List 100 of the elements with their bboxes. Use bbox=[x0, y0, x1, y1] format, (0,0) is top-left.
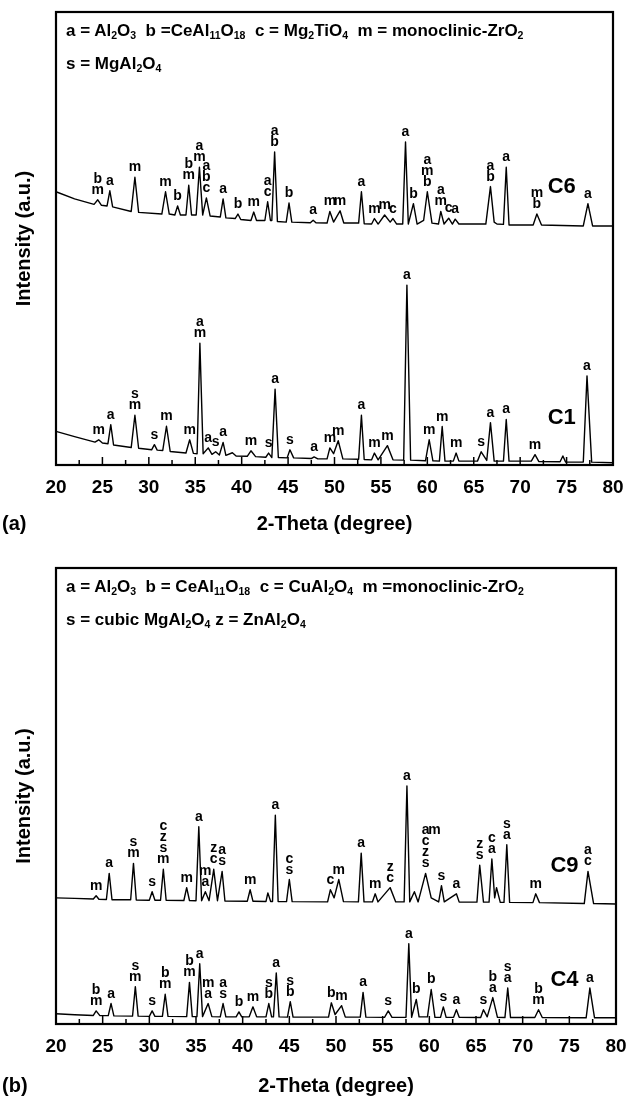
x-tick-label: 75 bbox=[558, 1035, 581, 1056]
annotation: s bbox=[437, 866, 446, 883]
annotation: a bbox=[401, 123, 410, 139]
x-tick-label: 80 bbox=[602, 476, 624, 497]
annotation: a bbox=[584, 841, 593, 858]
annotation: s bbox=[479, 990, 488, 1007]
annotation: m bbox=[422, 420, 436, 437]
annotation: a bbox=[107, 984, 116, 1001]
x-tick-label: 55 bbox=[372, 1035, 394, 1056]
annotation: m bbox=[528, 435, 542, 452]
x-tick-label: 70 bbox=[512, 1035, 534, 1056]
x-tick-label: 70 bbox=[509, 476, 531, 497]
annotation: a bbox=[436, 181, 445, 198]
annotation: b bbox=[234, 992, 244, 1009]
annotation: s bbox=[150, 425, 159, 442]
annotation: s bbox=[503, 958, 512, 975]
annotation: a bbox=[219, 179, 228, 196]
annotation: b bbox=[233, 195, 243, 212]
x-tick-label: 55 bbox=[370, 476, 392, 497]
text: (b) bbox=[2, 1074, 28, 1096]
annotation: s bbox=[148, 872, 157, 889]
x-tick-label: 40 bbox=[231, 476, 253, 497]
annotation: a bbox=[403, 266, 412, 283]
y-axis-title: Intensity (a.u.) bbox=[12, 170, 34, 307]
annotation: b bbox=[160, 964, 170, 981]
annotation: b bbox=[173, 186, 182, 203]
annotation: a bbox=[357, 172, 366, 189]
annotation: a bbox=[357, 834, 366, 851]
annotation: a bbox=[105, 854, 114, 871]
annotation: m bbox=[247, 193, 260, 210]
annotation: c bbox=[487, 829, 496, 846]
annotation: a bbox=[421, 821, 430, 838]
series-label: C1 bbox=[547, 403, 576, 429]
annotation: s bbox=[131, 385, 140, 402]
annotation: a bbox=[451, 200, 460, 217]
annotation: s bbox=[148, 991, 157, 1008]
annotation: s bbox=[439, 987, 448, 1004]
x-tick-label: 65 bbox=[463, 476, 485, 497]
y-axis-title: Intensity (a.u.) bbox=[12, 728, 34, 864]
annotation: m bbox=[246, 987, 260, 1004]
x-tick-label: 60 bbox=[418, 1035, 440, 1056]
annotation: c bbox=[389, 199, 398, 216]
annotation: b bbox=[185, 952, 194, 969]
x-tick-label: 60 bbox=[416, 476, 438, 497]
annotation: b bbox=[184, 155, 194, 172]
annotation: s bbox=[384, 991, 393, 1008]
annotation: a bbox=[204, 428, 213, 445]
x-tick-label: 50 bbox=[325, 1035, 347, 1056]
annotation: m bbox=[435, 407, 449, 424]
annotation: s bbox=[286, 430, 295, 447]
annotation: m bbox=[428, 821, 441, 838]
series-label: C9 bbox=[550, 851, 579, 877]
annotation: a bbox=[310, 437, 319, 454]
text: a = Al$_{2}$O$_{3}$ b =CeAl$_{11}$O$_{18}$ c = Mg$_{2}$TiO$_{4}$ m = monoclinic-ZrO$_{2}$ bbox=[66, 21, 524, 42]
annotation: m bbox=[368, 874, 382, 891]
annotation: a bbox=[452, 874, 461, 891]
annotation: z bbox=[210, 839, 218, 856]
annotation: b bbox=[409, 184, 418, 201]
annotation: a bbox=[585, 969, 594, 986]
annotation: a bbox=[271, 370, 280, 387]
annotation: m bbox=[381, 426, 394, 443]
annotation: z bbox=[476, 835, 484, 852]
series-label: C4 bbox=[550, 965, 580, 991]
text: s = cubic MgAl$_{2}$O$_{4}$ z = ZnAl$_{2}$O$_{4}$ bbox=[66, 610, 306, 631]
annotation: m bbox=[183, 420, 196, 437]
annotation: m bbox=[128, 158, 142, 175]
annotation: m bbox=[449, 434, 463, 451]
annotation: a bbox=[583, 356, 592, 373]
text: s = MgAl$_{2}$O$_{4}$ bbox=[66, 54, 162, 75]
annotation: m bbox=[180, 868, 193, 885]
annotation: m bbox=[529, 874, 542, 891]
annotation: s bbox=[477, 432, 486, 449]
annotation: a bbox=[271, 796, 280, 813]
annotation: m bbox=[244, 431, 258, 448]
annotation: a bbox=[452, 990, 461, 1007]
annotation: m bbox=[89, 876, 103, 893]
annotation: a bbox=[404, 924, 413, 941]
annotation: a bbox=[502, 148, 511, 165]
annotation: s bbox=[129, 833, 138, 850]
x-tick-label: 25 bbox=[92, 1035, 114, 1056]
annotation: s bbox=[211, 432, 220, 449]
x-tick-label: 80 bbox=[605, 1035, 627, 1056]
x-tick-label: 20 bbox=[45, 1035, 67, 1056]
annotation: a bbox=[502, 400, 511, 417]
annotation: m bbox=[335, 986, 348, 1003]
x-tick-label: 45 bbox=[277, 476, 300, 497]
annotation: a bbox=[106, 405, 115, 422]
annotation: a bbox=[403, 767, 412, 783]
annotation: m bbox=[159, 172, 172, 189]
annotation: a bbox=[194, 807, 203, 824]
annotation: b bbox=[327, 983, 336, 1000]
text: (a) bbox=[2, 512, 27, 534]
x-tick-label: 65 bbox=[465, 1035, 487, 1056]
annotation: a bbox=[218, 841, 227, 858]
annotation: a bbox=[359, 973, 368, 990]
annotation: a bbox=[309, 201, 318, 218]
x-tick-label: 35 bbox=[185, 1035, 207, 1056]
annotation: a bbox=[195, 313, 204, 330]
annotation: b bbox=[284, 184, 294, 201]
x-axis-title: 2-Theta (degree) bbox=[256, 512, 413, 534]
